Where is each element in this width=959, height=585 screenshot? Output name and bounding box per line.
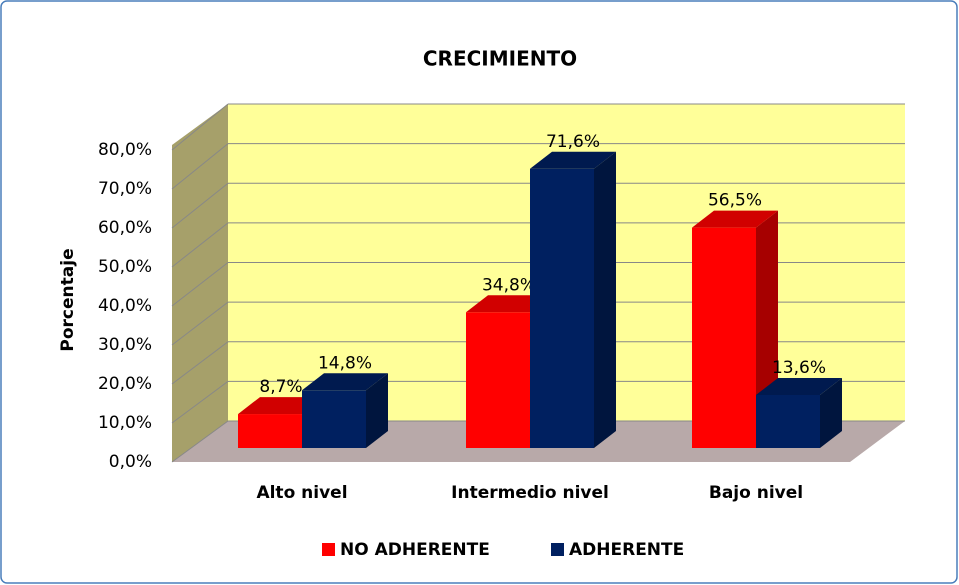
data-label: 8,7% xyxy=(259,377,302,397)
grid-line-side xyxy=(171,420,229,463)
bar xyxy=(238,414,302,448)
side-wall xyxy=(172,104,228,462)
y-tick-label: 40,0% xyxy=(98,296,152,316)
bar-top xyxy=(756,377,842,395)
bar xyxy=(302,390,366,448)
y-tick-label: 0,0% xyxy=(109,452,152,472)
legend-label: ADHERENTE xyxy=(569,540,684,560)
grid-line-side xyxy=(171,222,229,268)
bar-top xyxy=(530,151,616,169)
grid-line-side xyxy=(171,262,229,307)
y-tick-label: 30,0% xyxy=(98,335,152,355)
bar-top xyxy=(692,210,778,228)
legend-swatch xyxy=(322,543,335,556)
data-label: 13,6% xyxy=(772,358,826,378)
grid-line-side xyxy=(171,143,229,190)
data-label: 34,8% xyxy=(482,275,536,295)
data-label: 14,8% xyxy=(318,353,372,373)
y-tick-label: 50,0% xyxy=(98,257,152,277)
bar-top xyxy=(302,373,388,391)
bar-side xyxy=(820,377,842,448)
grid-line-side xyxy=(171,380,229,424)
grid-line-side xyxy=(171,341,229,385)
y-tick-label: 60,0% xyxy=(98,218,152,238)
bar-side xyxy=(366,373,388,448)
bar-side xyxy=(594,151,616,448)
grid-line-side xyxy=(171,301,229,346)
x-tick-label: Intermedio nivel xyxy=(451,483,609,503)
y-tick-label: 70,0% xyxy=(98,179,152,199)
bar xyxy=(692,227,756,448)
y-tick-label: 20,0% xyxy=(98,374,152,394)
data-label: 56,5% xyxy=(708,191,762,211)
bar xyxy=(530,168,594,448)
data-label: 71,6% xyxy=(546,132,600,152)
y-tick-label: 10,0% xyxy=(98,413,152,433)
bar xyxy=(756,394,820,448)
x-tick-label: Bajo nivel xyxy=(709,483,803,503)
legend-label: NO ADHERENTE xyxy=(340,540,490,560)
y-tick-label: 80,0% xyxy=(98,140,152,160)
legend-swatch xyxy=(551,543,564,556)
y-axis-label: Porcentaje xyxy=(58,248,78,351)
chart-title: CRECIMIENTO xyxy=(423,47,577,71)
grid-line-side xyxy=(171,103,229,151)
x-tick-label: Alto nivel xyxy=(256,483,347,503)
bar xyxy=(466,312,530,448)
grid-line-side xyxy=(171,182,229,229)
